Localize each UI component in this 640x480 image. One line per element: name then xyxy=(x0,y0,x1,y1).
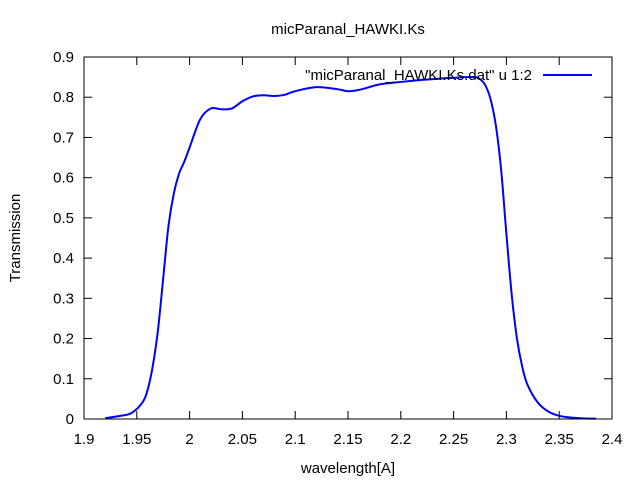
legend-label: "micParanal_HAWKI.Ks.dat" u 1:2 xyxy=(305,67,532,84)
x-tick-label: 2 xyxy=(185,431,193,448)
x-axis-label: wavelength[A] xyxy=(300,460,395,477)
y-tick-label: 0.4 xyxy=(53,250,74,267)
x-tick-label: 2.25 xyxy=(439,431,468,448)
x-tick-label: 1.9 xyxy=(74,431,95,448)
x-tick-label: 2.1 xyxy=(285,431,306,448)
y-tick-label: 0.2 xyxy=(53,331,74,348)
y-tick-label: 0.8 xyxy=(53,89,74,106)
y-tick-label: 0 xyxy=(66,411,74,428)
x-tick-label: 2.3 xyxy=(496,431,517,448)
x-tick-label: 2.05 xyxy=(228,431,257,448)
y-tick-label: 0.6 xyxy=(53,170,74,187)
y-tick-label: 0.5 xyxy=(53,210,74,227)
y-axis-label: Transmission xyxy=(7,194,24,283)
y-tick-label: 0.3 xyxy=(53,290,74,307)
x-tick-label: 2.4 xyxy=(602,431,623,448)
y-tick-label: 0.9 xyxy=(53,49,74,66)
plot-frame xyxy=(83,56,613,420)
axis-ticks: 1.9 1.95 2 2.05 2.1 2.15 2.2 2.25 2.3 2.35 2.4 0 0.1… xyxy=(53,49,622,448)
series-line-0 xyxy=(104,75,597,420)
y-tick-label: 0.7 xyxy=(53,129,74,146)
x-tick-label: 2.35 xyxy=(545,431,574,448)
x-tick-label: 2.15 xyxy=(333,431,362,448)
series-group xyxy=(104,75,597,420)
x-tick-label: 1.95 xyxy=(122,431,151,448)
x-tick-label: 2.2 xyxy=(390,431,411,448)
y-tick-label: 0.1 xyxy=(53,371,74,388)
legend: "micParanal_HAWKI.Ks.dat" u 1:2 xyxy=(305,67,592,84)
chart-title: micParanal_HAWKI.Ks xyxy=(271,21,425,38)
